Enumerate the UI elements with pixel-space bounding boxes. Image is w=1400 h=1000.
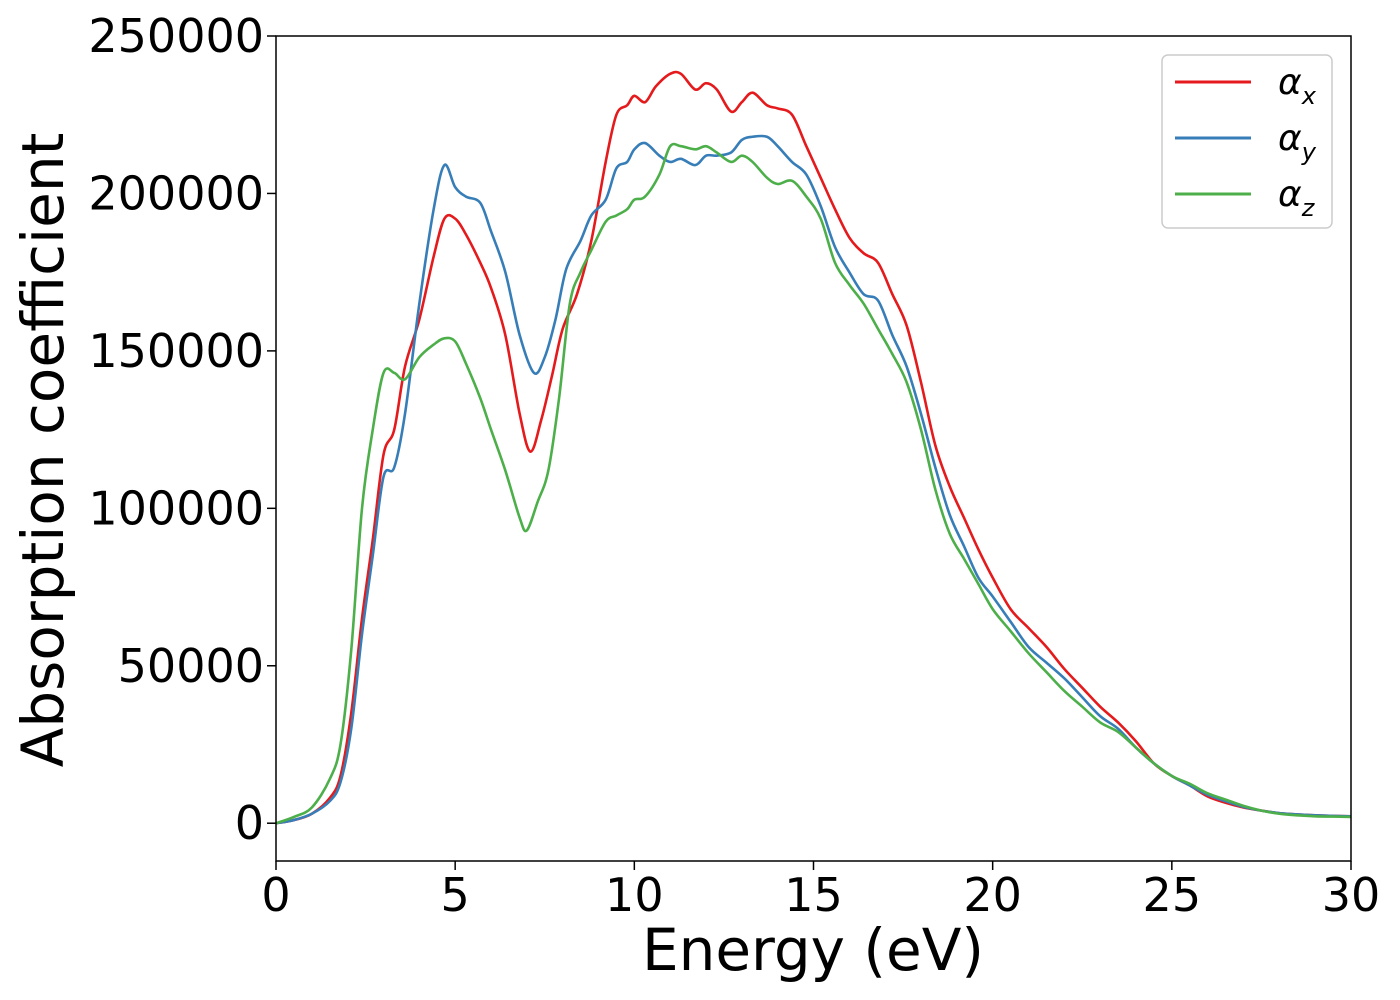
x-tick-label: 25 bbox=[1143, 868, 1202, 922]
y-tick-label: 50000 bbox=[118, 639, 264, 693]
legend-symbol: α bbox=[1278, 174, 1302, 215]
y-tick-label: 250000 bbox=[88, 9, 264, 63]
legend-subscript: x bbox=[1301, 82, 1317, 110]
legend-label-y: αy bbox=[1278, 118, 1317, 166]
y-axis-title: Absorption coefficient bbox=[9, 133, 77, 768]
series-line-y bbox=[276, 134, 1351, 825]
series-line-x bbox=[276, 70, 1351, 825]
legend-subscript: y bbox=[1301, 138, 1317, 166]
x-axis: 0 5 10 15 20 25 30 bbox=[261, 861, 1380, 922]
series-lines bbox=[276, 70, 1351, 825]
x-tick-label: 10 bbox=[605, 868, 664, 922]
x-tick-label: 20 bbox=[963, 868, 1022, 922]
y-axis: 0 50000 100000 150000 200000 250000 bbox=[88, 9, 276, 850]
x-tick-label: 5 bbox=[441, 868, 470, 922]
legend-box bbox=[1161, 54, 1333, 229]
x-tick-label: 15 bbox=[784, 868, 843, 922]
x-tick-label: 30 bbox=[1322, 868, 1381, 922]
x-axis-title: Energy (eV) bbox=[642, 916, 984, 984]
plot-frame bbox=[275, 35, 1352, 862]
legend-label-x: αx bbox=[1278, 62, 1317, 110]
legend-symbol: α bbox=[1278, 62, 1302, 103]
y-tick-label: 100000 bbox=[88, 481, 264, 535]
y-tick-label: 0 bbox=[235, 796, 264, 850]
plot-area bbox=[276, 70, 1351, 825]
legend-symbol: α bbox=[1278, 118, 1302, 159]
series-line-z bbox=[276, 142, 1351, 825]
legend-label-z: αz bbox=[1278, 174, 1316, 222]
x-tick-label: 0 bbox=[261, 868, 290, 922]
y-tick-label: 200000 bbox=[88, 166, 264, 220]
legend-subscript: z bbox=[1301, 194, 1316, 222]
y-tick-label: 150000 bbox=[88, 324, 264, 378]
